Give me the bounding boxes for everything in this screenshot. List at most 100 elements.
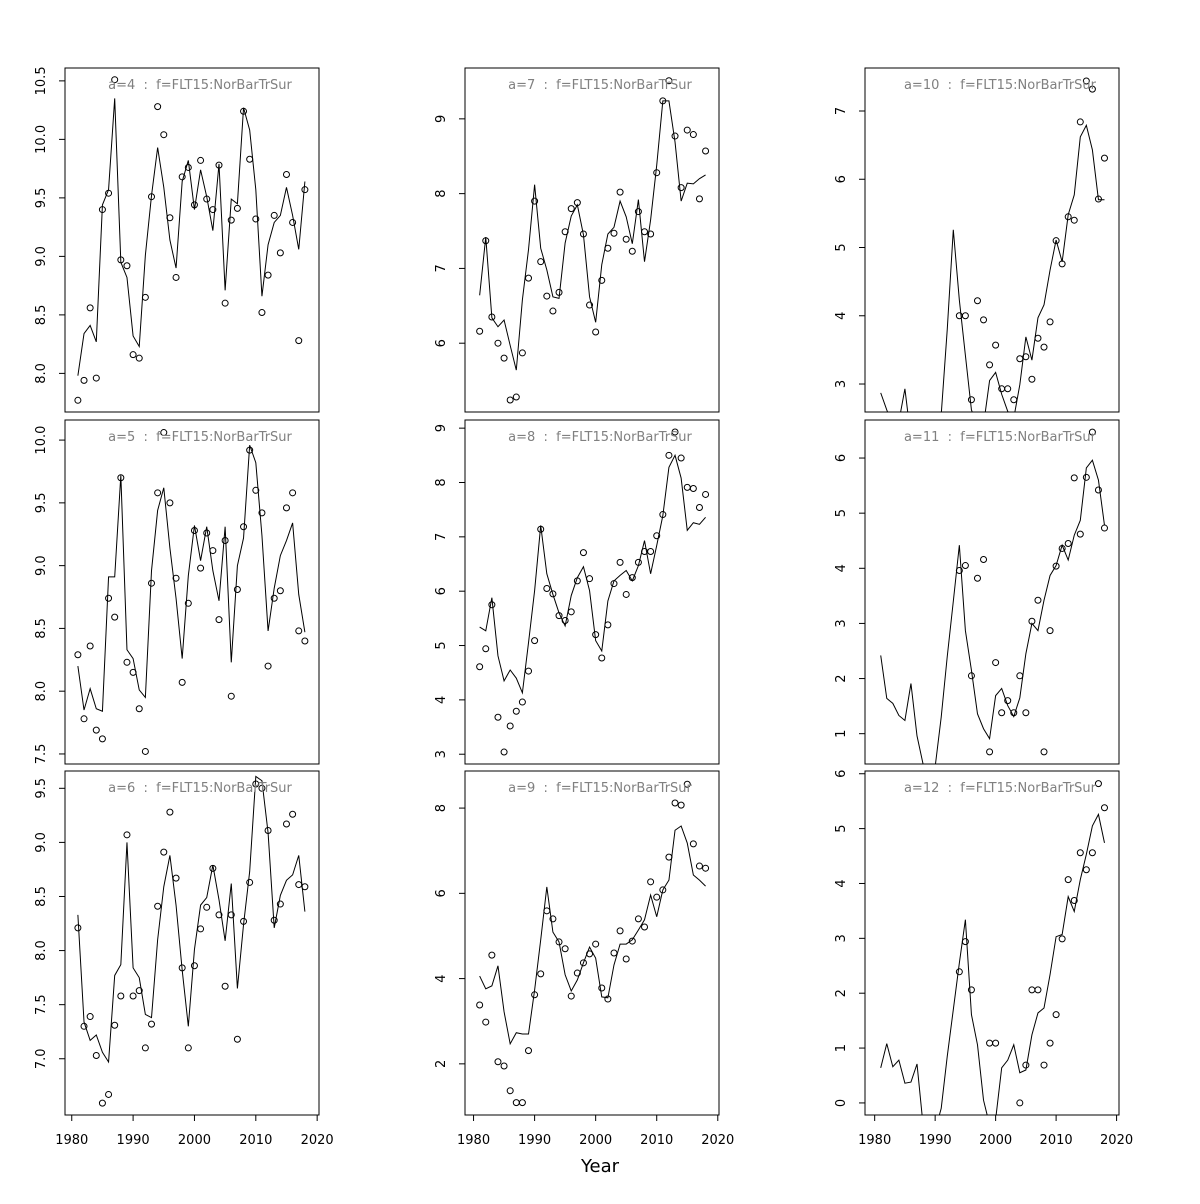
panel-title: a=11 : f=FLT15:NorBarTrSur	[904, 430, 1097, 445]
panel: 1 2 3 4 5 6 a=11 : f=FLT15:NorBarTrSur	[834, 419, 1120, 765]
data-line	[880, 459, 1105, 764]
data-line	[479, 453, 706, 695]
panel: 6 7 8 9 a=7 : f=FLT15:NorBarTrSur	[434, 67, 720, 413]
data-point	[628, 247, 636, 255]
y-tick-label: 4	[834, 312, 849, 320]
y-tick-label: 9.0	[34, 832, 49, 853]
plot-box	[464, 67, 720, 413]
data-point	[665, 77, 673, 85]
data-line	[880, 123, 1105, 412]
plot-box	[864, 419, 1120, 765]
plot-area	[74, 76, 309, 404]
data-point	[184, 1044, 192, 1052]
panel: 0 1 2 3 4 5 6 1980 1990 2000 2010 2020 a=12 : f=FLT1…	[834, 770, 1133, 1148]
data-point	[1046, 627, 1054, 635]
data-point	[154, 103, 162, 111]
data-point	[986, 748, 994, 756]
data-point	[282, 820, 290, 828]
data-point	[1082, 473, 1090, 481]
data-point	[264, 662, 272, 670]
data-point	[616, 188, 624, 196]
data-point	[282, 504, 290, 512]
data-point	[246, 878, 254, 886]
data-point	[233, 204, 241, 212]
panel: 8.0 8.5 9.0 9.5 10.0 10.5 a=4 : f=FLT15:NorBar…	[34, 66, 320, 413]
data-point	[512, 707, 520, 715]
y-tick-label: 8.0	[34, 940, 49, 961]
y-tick-label: 9	[434, 115, 449, 123]
data-point	[227, 216, 235, 224]
data-point	[1076, 849, 1084, 857]
panel-title: a=5 : f=FLT15:NorBarTrSur	[108, 430, 292, 445]
y-tick-label: 10.0	[34, 125, 49, 154]
data-point	[549, 307, 557, 315]
data-point	[1052, 562, 1060, 570]
y-tick-label: 7	[834, 107, 849, 115]
y-tick-label: 10.0	[34, 426, 49, 455]
data-point	[555, 938, 563, 946]
y-tick-label: 7.0	[34, 1048, 49, 1069]
y-tick-label: 8.0	[34, 363, 49, 384]
x-tick-label: 2010	[1040, 1133, 1073, 1148]
data-point	[111, 1021, 119, 1029]
data-point	[135, 354, 143, 362]
data-point	[506, 1087, 514, 1095]
data-point	[227, 692, 235, 700]
y-tick-label: 9.5	[34, 493, 49, 514]
panel-title: a=4 : f=FLT15:NorBarTrSur	[108, 78, 292, 93]
data-point	[74, 396, 82, 404]
data-point	[233, 585, 241, 593]
data-point	[135, 705, 143, 713]
data-point	[488, 951, 496, 959]
y-tick-label: 8	[434, 804, 449, 812]
data-point	[1016, 1099, 1024, 1107]
y-tick-label: 4	[834, 879, 849, 887]
x-tick-label: 1990	[919, 1133, 952, 1148]
data-point	[506, 396, 514, 404]
data-line	[77, 444, 306, 713]
x-tick-label: 1990	[518, 1133, 551, 1148]
y-tick-label: 7.5	[34, 744, 49, 765]
data-point	[628, 937, 636, 945]
data-point	[270, 594, 278, 602]
data-point	[641, 923, 649, 931]
y-tick-label: 8.5	[34, 886, 49, 907]
data-point	[980, 555, 988, 563]
plot-box	[64, 419, 320, 765]
data-point	[647, 878, 655, 886]
y-tick-label: 2	[434, 1060, 449, 1068]
x-tick-label: 2020	[701, 1133, 734, 1148]
data-point	[1028, 375, 1036, 383]
data-point	[702, 864, 710, 872]
data-point	[671, 428, 679, 436]
data-point	[295, 337, 303, 345]
data-point	[518, 349, 526, 357]
data-point	[123, 831, 131, 839]
data-point	[689, 484, 697, 492]
data-point	[695, 503, 703, 511]
data-point	[276, 587, 284, 595]
y-tick-label: 7	[434, 264, 449, 272]
x-tick-label: 2010	[239, 1133, 272, 1148]
data-point	[659, 886, 667, 894]
data-line	[77, 98, 306, 376]
plot-box	[64, 67, 320, 413]
data-point	[1070, 474, 1078, 482]
data-point	[129, 351, 137, 359]
panel: 3 4 5 6 7 8 9 a=8 : f=FLT15:NorBarTrSur	[434, 419, 720, 765]
y-tick-label: 6	[434, 889, 449, 897]
data-point	[622, 590, 630, 598]
data-point	[135, 987, 143, 995]
data-point	[1094, 780, 1102, 788]
data-point	[967, 396, 975, 404]
data-point	[482, 645, 490, 653]
data-point	[653, 893, 661, 901]
y-tick-label: 3	[834, 380, 849, 388]
y-tick-label: 3	[834, 934, 849, 942]
data-point	[166, 499, 174, 507]
data-point	[178, 678, 186, 686]
data-line	[479, 825, 706, 1046]
data-point	[500, 748, 508, 756]
data-point	[184, 599, 192, 607]
